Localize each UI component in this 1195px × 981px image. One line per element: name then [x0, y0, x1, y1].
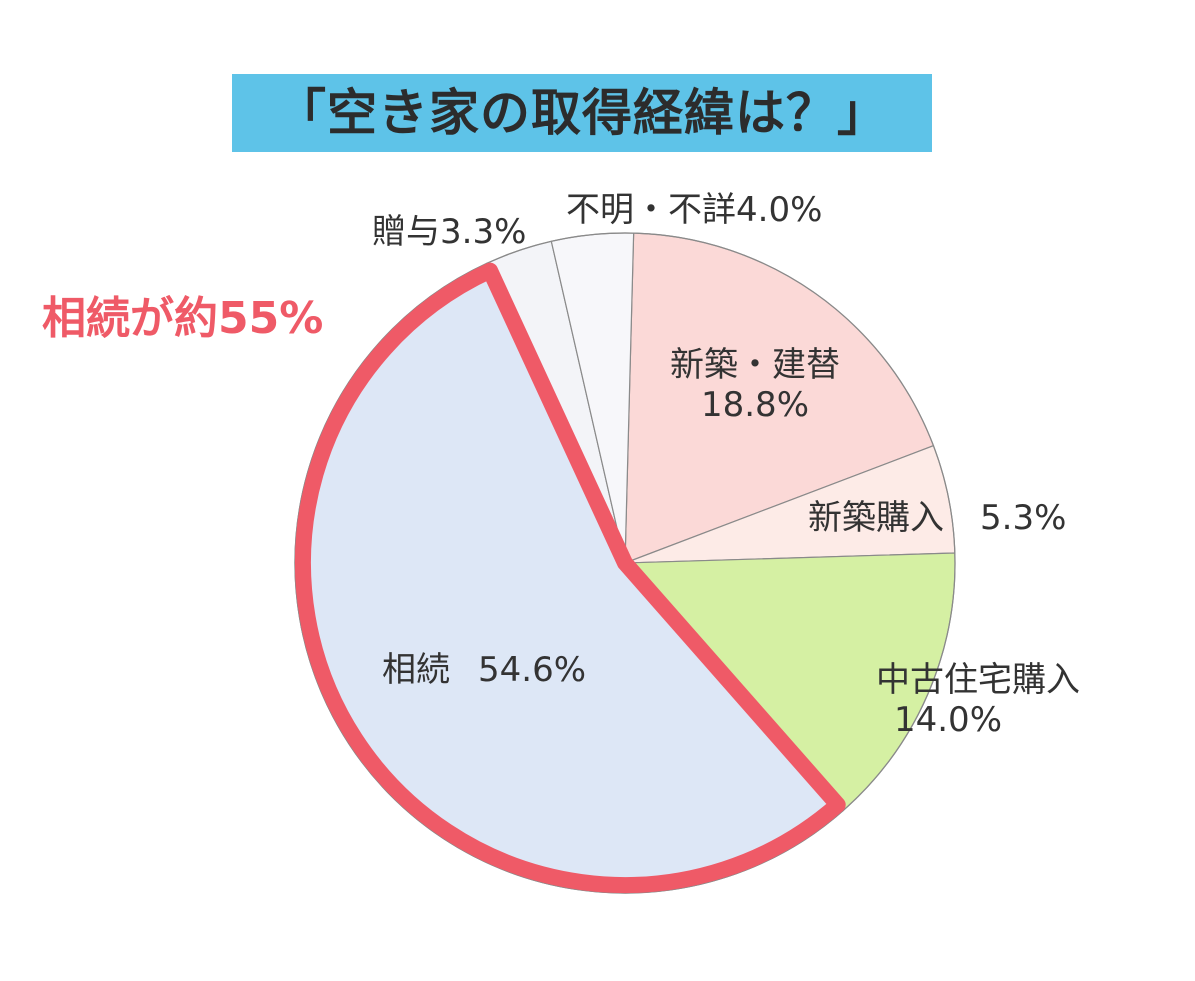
label-shinchiku-kounyu: 新築購入 5.3% [808, 498, 1066, 538]
callout-text: 相続が約55% [42, 293, 324, 344]
label-shinchiku-tatekae: 新築・建替 18.8% [650, 345, 860, 425]
label-chuko-kounyu-name: 中古住宅購入 [876, 660, 1080, 700]
label-shinchiku-tatekae-value: 18.8% [700, 385, 809, 425]
label-shinchiku-kounyu-value: 5.3% [980, 498, 1067, 538]
title-banner [232, 74, 932, 152]
chart-title: 「空き家の取得経緯は？」 [276, 84, 888, 142]
label-zouyo-name: 贈与 [372, 212, 440, 252]
highlight-outline [295, 262, 846, 893]
label-fumei-value: 4.0% [736, 190, 823, 230]
label-chuko-kounyu: 中古住宅購入 14.0% [810, 660, 1080, 740]
label-souzoku-value: 54.6% [478, 650, 587, 690]
label-zouyo-value: 3.3% [440, 212, 527, 252]
label-souzoku-name: 相続 [382, 650, 450, 690]
label-chuko-kounyu-value: 14.0% [893, 700, 1002, 740]
label-souzoku: 相続 54.6% [382, 650, 586, 690]
label-shinchiku-tatekae-name: 新築・建替 [670, 345, 840, 385]
label-fumei-name: 不明・不詳 [566, 190, 736, 230]
label-fumei: 不明・不詳4.0% [566, 190, 822, 230]
label-shinchiku-kounyu-name: 新築購入 [808, 498, 944, 538]
label-zouyo: 贈与3.3% [372, 212, 526, 252]
highlight-group [295, 262, 846, 893]
